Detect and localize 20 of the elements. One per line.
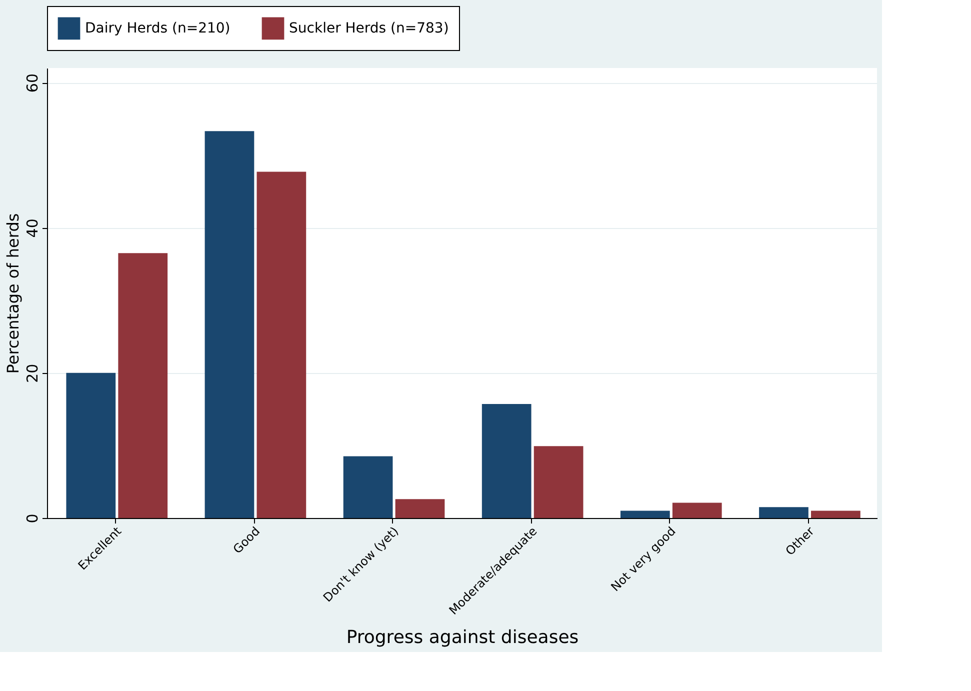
- y-axis-title: Percentage of herds: [4, 213, 22, 374]
- bar: [620, 510, 670, 518]
- bar: [204, 131, 254, 518]
- y-tick-label: 20: [24, 364, 42, 383]
- y-tick-label: 0: [24, 514, 42, 524]
- bar: [118, 253, 168, 518]
- legend-label: Suckler Herds (n=783): [289, 20, 449, 36]
- bar: [256, 172, 306, 518]
- bar: [672, 502, 722, 518]
- legend-label: Dairy Herds (n=210): [85, 20, 230, 36]
- bar: [66, 372, 116, 518]
- y-tick-label: 40: [24, 218, 42, 238]
- bar: [534, 446, 584, 518]
- bar: [811, 510, 860, 518]
- y-tick-label: 60: [24, 73, 42, 93]
- bar: [759, 507, 808, 518]
- bar: [395, 499, 445, 518]
- bar: [482, 404, 532, 518]
- x-axis-title: Progress against diseases: [346, 626, 579, 648]
- bar: [343, 456, 393, 518]
